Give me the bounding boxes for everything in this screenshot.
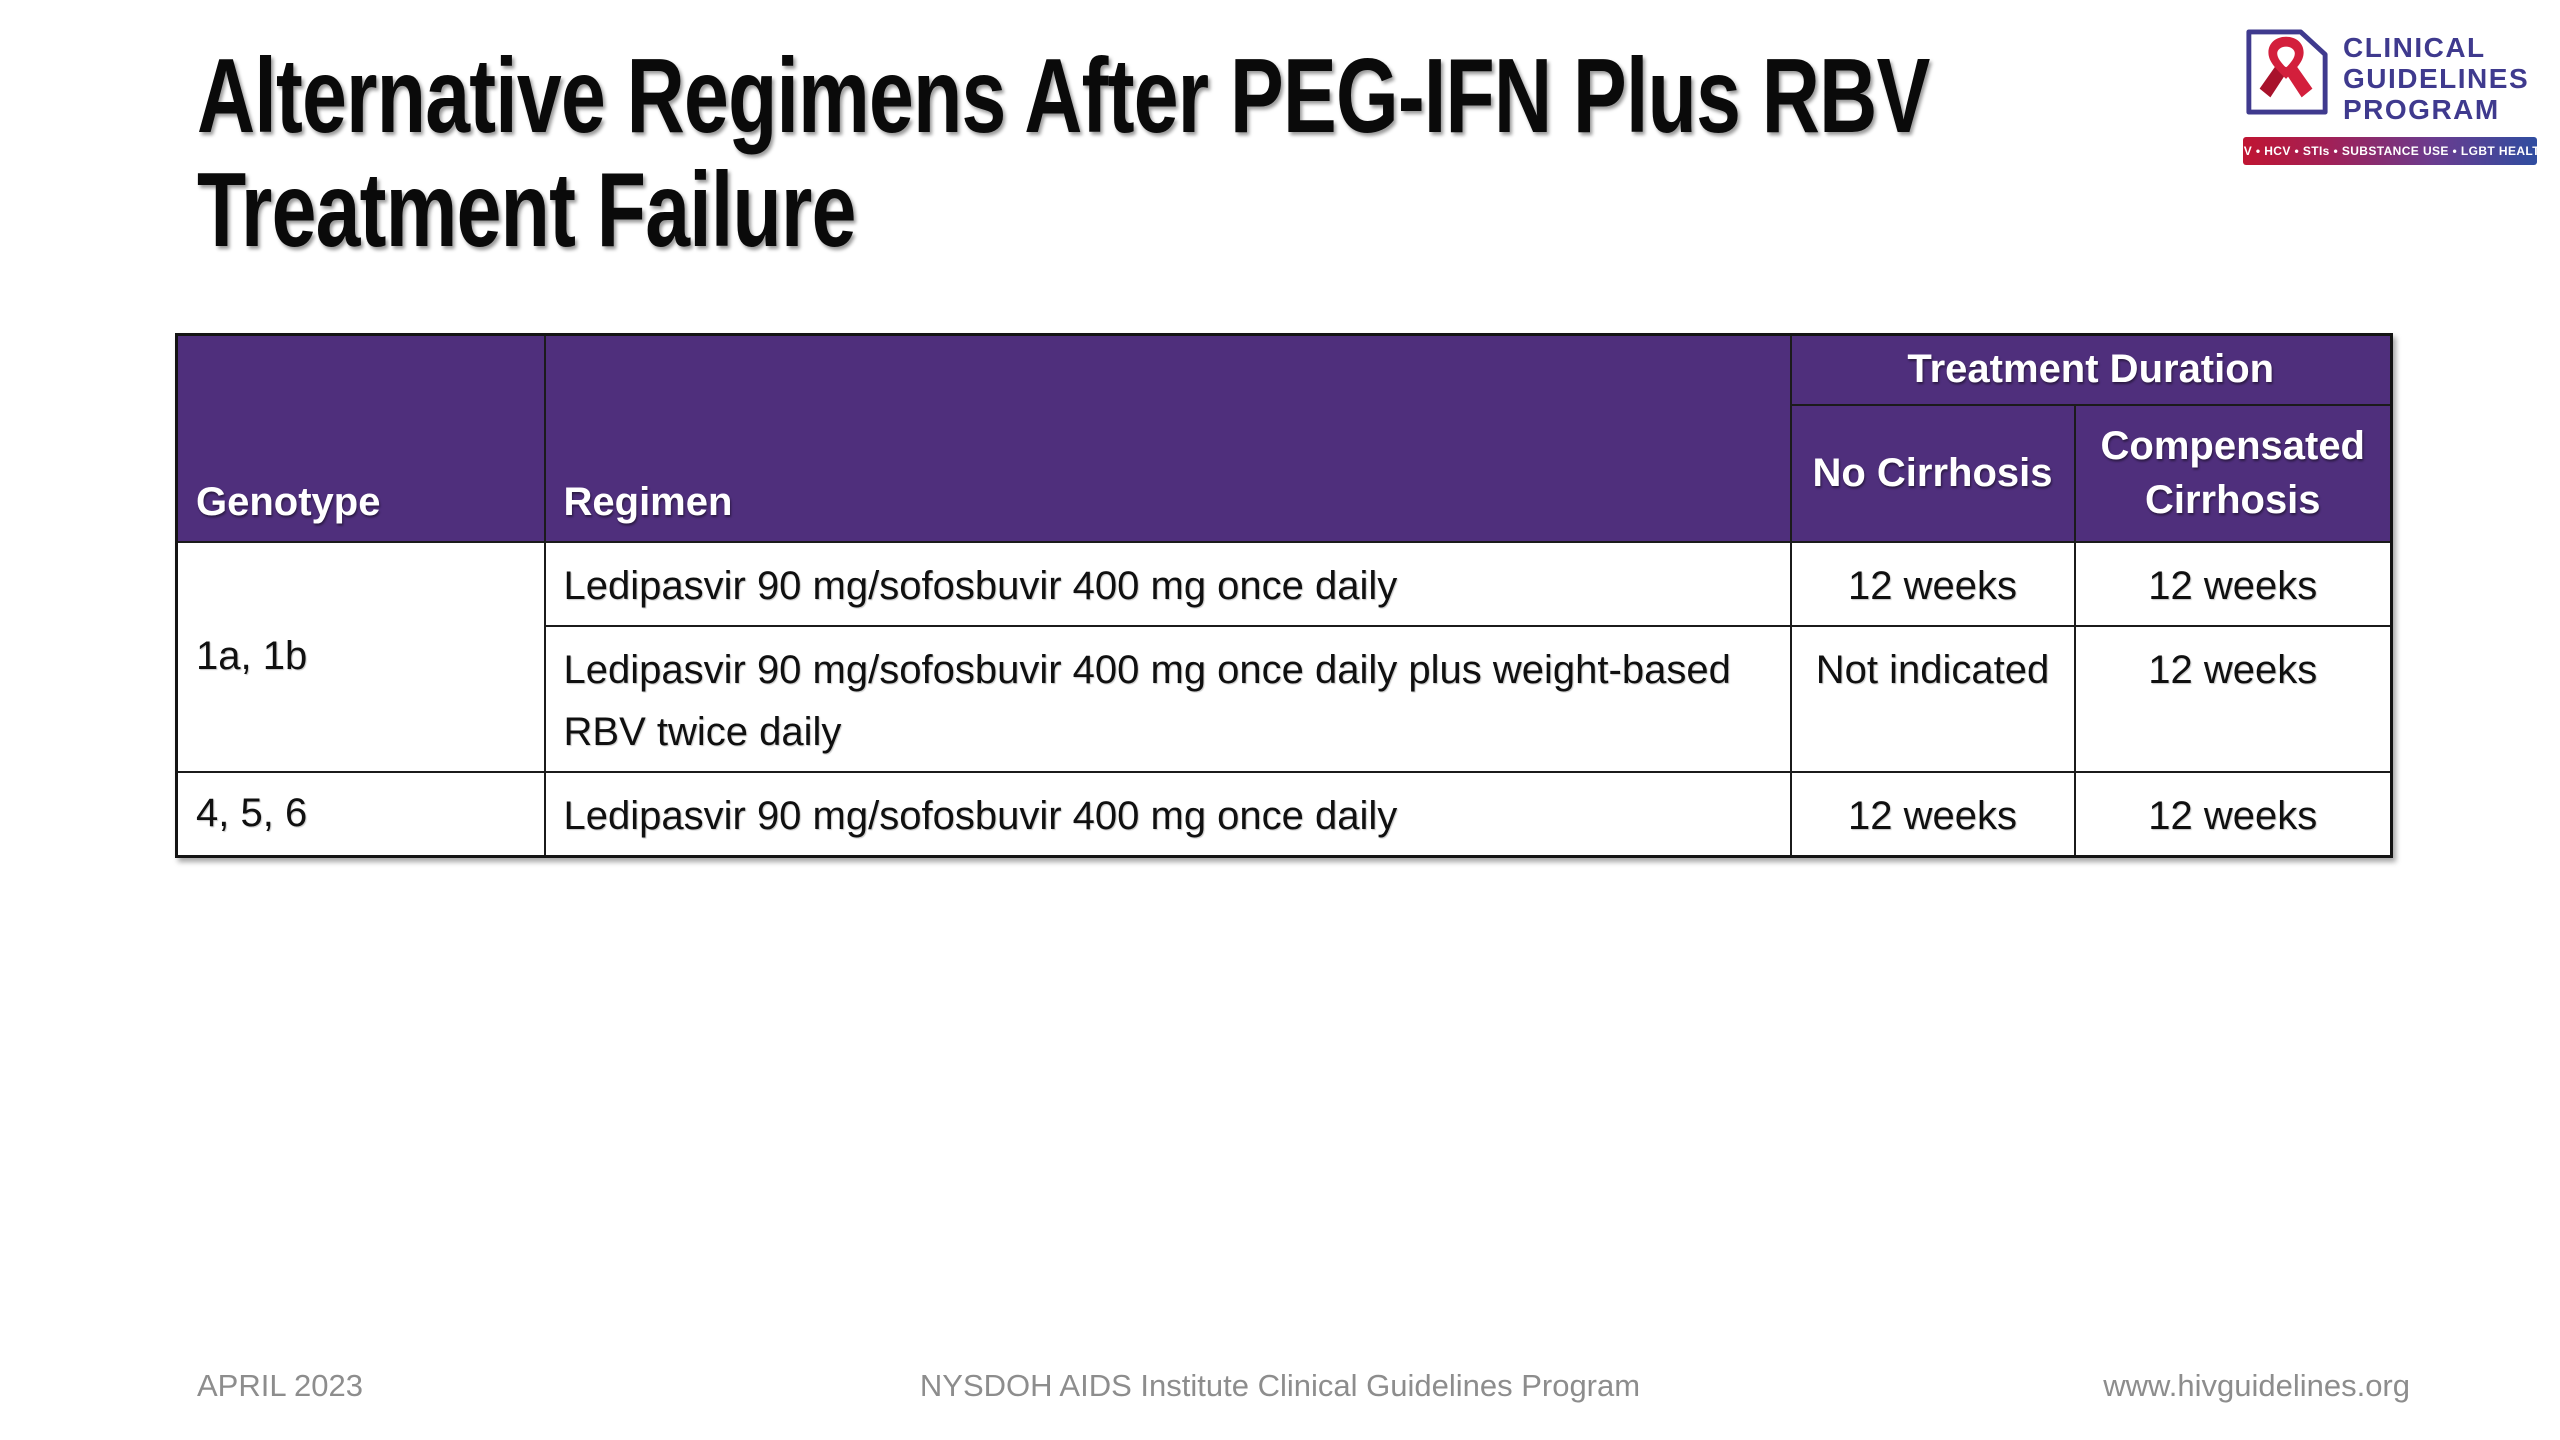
aids-ribbon-icon [2259, 36, 2313, 98]
no-cirrhosis-cell: Not indicated [1789, 624, 2076, 773]
compensated-cirrhosis-cell: 12 weeks [2073, 540, 2393, 627]
footer-date: APRIL 2023 [197, 1368, 364, 1403]
regimen-cell: Ledipasvir 90 mg/sofosbuvir 400 mg once … [543, 624, 1792, 773]
genotype-cell: 1a, 1b [175, 540, 546, 773]
col-header-genotype: Genotype [175, 333, 546, 543]
logo-top: CLINICAL GUIDELINES PROGRAM [2243, 26, 2539, 125]
document-icon [2243, 26, 2331, 118]
col-header-compensated-cirrhosis: Compensated Cirrhosis [2073, 403, 2393, 543]
logo-wordmark: CLINICAL GUIDELINES PROGRAM [2343, 32, 2529, 125]
col-header-treatment-duration: Treatment Duration [1789, 333, 2393, 406]
footer-program-name: NYSDOH AIDS Institute Clinical Guideline… [919, 1368, 1641, 1403]
page-title-line1: Alternative Regimens After PEG-IFN Plus … [197, 37, 1930, 155]
page-title-line2: Treatment Failure [197, 150, 856, 269]
logo-tagline: HIV • HCV • STIs • SUBSTANCE USE • LGBT … [2230, 144, 2550, 158]
logo-tagline-bar: HIV • HCV • STIs • SUBSTANCE USE • LGBT … [2231, 137, 2549, 165]
regimen-cell: Ledipasvir 90 mg/sofosbuvir 400 mg once … [543, 540, 1792, 627]
table-row: 1a, 1b Ledipasvir 90 mg/sofosbuvir 400 m… [175, 540, 2393, 773]
no-cirrhosis-cell: 12 weeks [1789, 770, 2076, 857]
clinical-guidelines-program-logo: CLINICAL GUIDELINES PROGRAM HIV • HCV • … [2231, 26, 2549, 165]
footer-url: www.hivguidelines.org [2103, 1368, 2410, 1403]
regimen-cell: Ledipasvir 90 mg/sofosbuvir 400 mg once … [543, 770, 1792, 857]
genotype-cell: 4, 5, 6 [175, 770, 546, 857]
header-row-group: Genotype Regimen Treatment Duration [175, 333, 2393, 543]
table-row: 4, 5, 6 Ledipasvir 90 mg/sofosbuvir 400 … [175, 770, 2393, 857]
no-cirrhosis-cell: 12 weeks [1789, 540, 2076, 627]
compensated-cirrhosis-cell: 12 weeks [2073, 770, 2393, 857]
logo-word-line3: PROGRAM [2343, 94, 2500, 125]
header-row-sub: No Cirrhosis Compensated Cirrhosis [177, 403, 2393, 543]
col-header-regimen: Regimen [543, 333, 1792, 543]
logo-word-line2: GUIDELINES [2343, 63, 2530, 94]
page-title: Alternative Regimens After PEG-IFN Plus … [197, 37, 1930, 269]
regimens-table: Genotype Regimen Treatment Duration No C… [175, 333, 2393, 858]
compensated-cirrhosis-cell: 12 weeks [2073, 624, 2393, 773]
table-row: Ledipasvir 90 mg/sofosbuvir 400 mg once … [177, 624, 2393, 773]
col-header-no-cirrhosis: No Cirrhosis [1789, 403, 2076, 543]
logo-word-line1: CLINICAL [2343, 32, 2486, 63]
